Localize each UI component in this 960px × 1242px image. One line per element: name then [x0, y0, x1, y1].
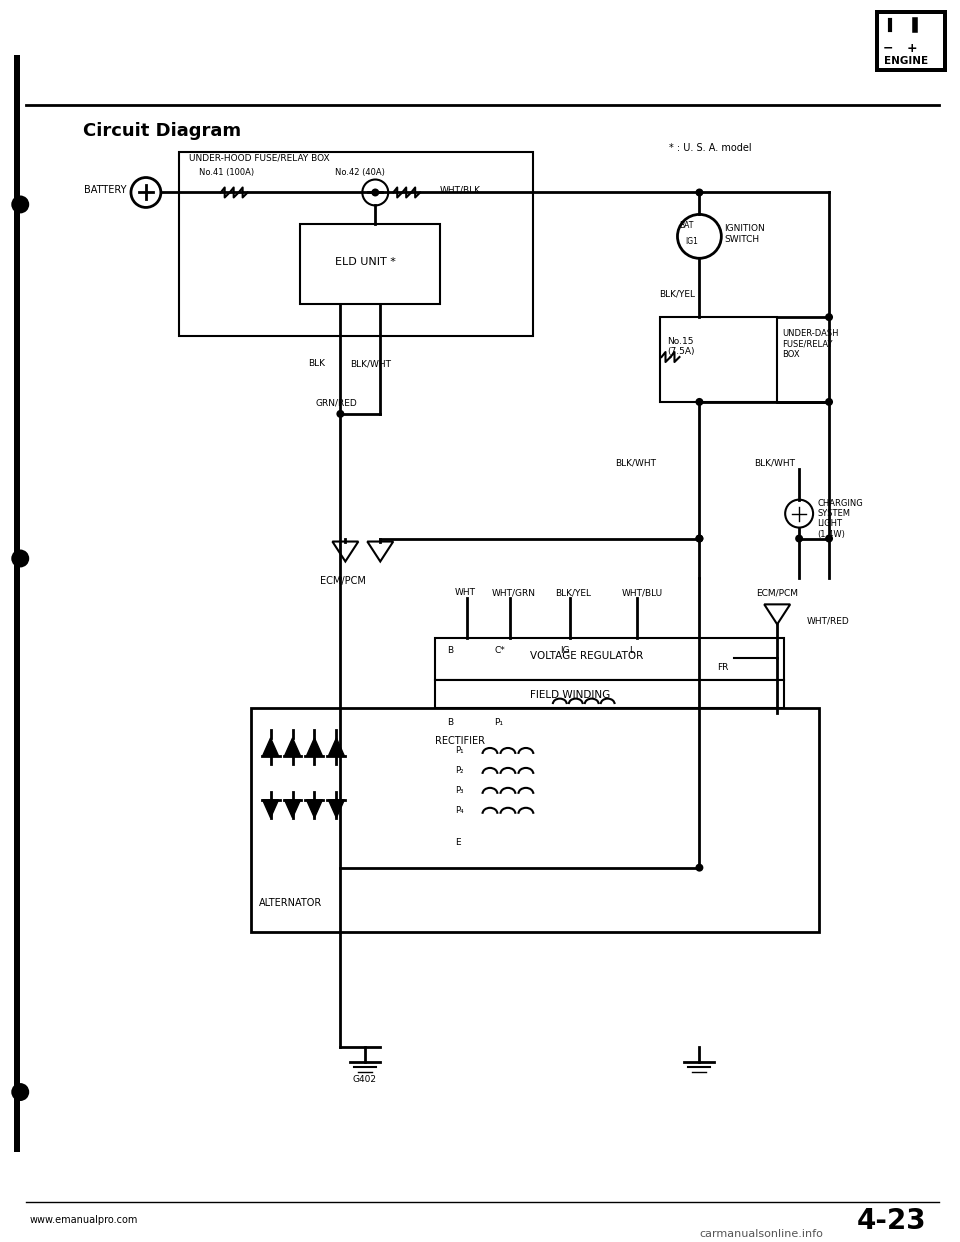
Circle shape [12, 549, 29, 568]
Text: ECM/PCM: ECM/PCM [756, 589, 799, 597]
Circle shape [785, 499, 813, 528]
Text: B: B [447, 718, 453, 727]
Text: BLK: BLK [308, 359, 325, 368]
Polygon shape [263, 738, 278, 756]
Circle shape [12, 1083, 29, 1100]
Text: BLK/WHT: BLK/WHT [755, 458, 795, 468]
Polygon shape [263, 800, 278, 817]
Text: BLK/WHT: BLK/WHT [614, 458, 656, 468]
Bar [251, 708, 819, 933]
Text: UNDER-DASH
FUSE/RELAY
BOX: UNDER-DASH FUSE/RELAY BOX [782, 329, 839, 359]
Text: BLK/YEL: BLK/YEL [660, 289, 695, 298]
Text: UNDER-HOOD FUSE/RELAY BOX: UNDER-HOOD FUSE/RELAY BOX [189, 154, 329, 163]
Text: B: B [447, 646, 453, 656]
Text: No.15
(7.5A): No.15 (7.5A) [667, 337, 695, 356]
Text: IG1: IG1 [685, 237, 698, 246]
Text: BAT: BAT [680, 221, 694, 231]
Circle shape [795, 534, 804, 543]
Bar [300, 225, 440, 304]
Bar [879, 14, 943, 68]
Text: ALTERNATOR: ALTERNATOR [258, 898, 322, 908]
Polygon shape [332, 542, 358, 561]
Text: P₃: P₃ [455, 786, 464, 795]
Circle shape [695, 397, 704, 406]
Text: −: − [883, 42, 894, 55]
Text: IGNITION
SWITCH: IGNITION SWITCH [725, 225, 765, 243]
Circle shape [362, 180, 388, 205]
Text: FIELD WINDING: FIELD WINDING [530, 691, 611, 700]
Text: ENGINE: ENGINE [884, 56, 928, 66]
Circle shape [825, 397, 833, 406]
Polygon shape [328, 738, 345, 756]
Text: * : U. S. A. model: * : U. S. A. model [669, 143, 752, 153]
Text: GRN/RED: GRN/RED [316, 399, 357, 407]
Polygon shape [306, 738, 323, 756]
Circle shape [695, 534, 704, 543]
Text: No.41 (100A): No.41 (100A) [199, 168, 253, 176]
Text: P₂: P₂ [455, 766, 464, 775]
Text: IG: IG [560, 646, 569, 656]
Bar [179, 152, 533, 337]
Text: ELD UNIT *: ELD UNIT * [335, 257, 396, 267]
Circle shape [695, 534, 704, 543]
Text: BATTERY: BATTERY [84, 185, 127, 195]
Text: C*: C* [495, 646, 506, 656]
Circle shape [695, 863, 704, 872]
Bar [875, 10, 947, 72]
Bar [435, 681, 784, 708]
Polygon shape [368, 542, 394, 561]
Text: L: L [630, 646, 635, 656]
Text: BLK/WHT: BLK/WHT [350, 359, 392, 368]
Text: P₄: P₄ [455, 806, 464, 815]
Polygon shape [284, 800, 300, 817]
Text: VOLTAGE REGULATOR: VOLTAGE REGULATOR [530, 651, 643, 661]
Text: ECM/PCM: ECM/PCM [321, 576, 367, 586]
Polygon shape [284, 738, 300, 756]
Text: G402: G402 [352, 1076, 376, 1084]
Circle shape [131, 178, 161, 207]
Text: WHT/BLU: WHT/BLU [622, 589, 662, 597]
Circle shape [825, 313, 833, 322]
Text: Circuit Diagram: Circuit Diagram [84, 122, 241, 139]
Text: WHT: WHT [455, 589, 476, 597]
Text: WHT/GRN: WHT/GRN [492, 589, 536, 597]
Text: www.emanualpro.com: www.emanualpro.com [29, 1215, 137, 1225]
Polygon shape [764, 605, 790, 625]
Text: +: + [907, 42, 918, 55]
Text: E: E [455, 837, 461, 847]
Bar [435, 638, 784, 681]
Text: FR: FR [717, 663, 729, 672]
Text: P₁: P₁ [494, 718, 503, 727]
Text: carmanualsonline.info: carmanualsonline.info [700, 1228, 824, 1238]
Text: CHARGING
SYSTEM
LIGHT
(1.4W): CHARGING SYSTEM LIGHT (1.4W) [817, 498, 863, 539]
Circle shape [336, 410, 345, 417]
Circle shape [678, 215, 721, 258]
Text: RECTIFIER: RECTIFIER [435, 737, 485, 746]
Circle shape [695, 189, 704, 196]
Text: P₁: P₁ [455, 746, 464, 755]
Polygon shape [328, 800, 345, 817]
Polygon shape [306, 800, 323, 817]
Text: 4-23: 4-23 [857, 1207, 926, 1235]
Bar [14, 55, 20, 1151]
Text: WHT/BLK: WHT/BLK [440, 185, 481, 195]
Text: WHT/RED: WHT/RED [807, 616, 850, 625]
Circle shape [12, 195, 29, 214]
Bar [660, 317, 778, 402]
Text: No.42 (40A): No.42 (40A) [335, 168, 385, 176]
Text: BLK/YEL: BLK/YEL [555, 589, 590, 597]
Circle shape [372, 189, 379, 196]
Circle shape [825, 534, 833, 543]
